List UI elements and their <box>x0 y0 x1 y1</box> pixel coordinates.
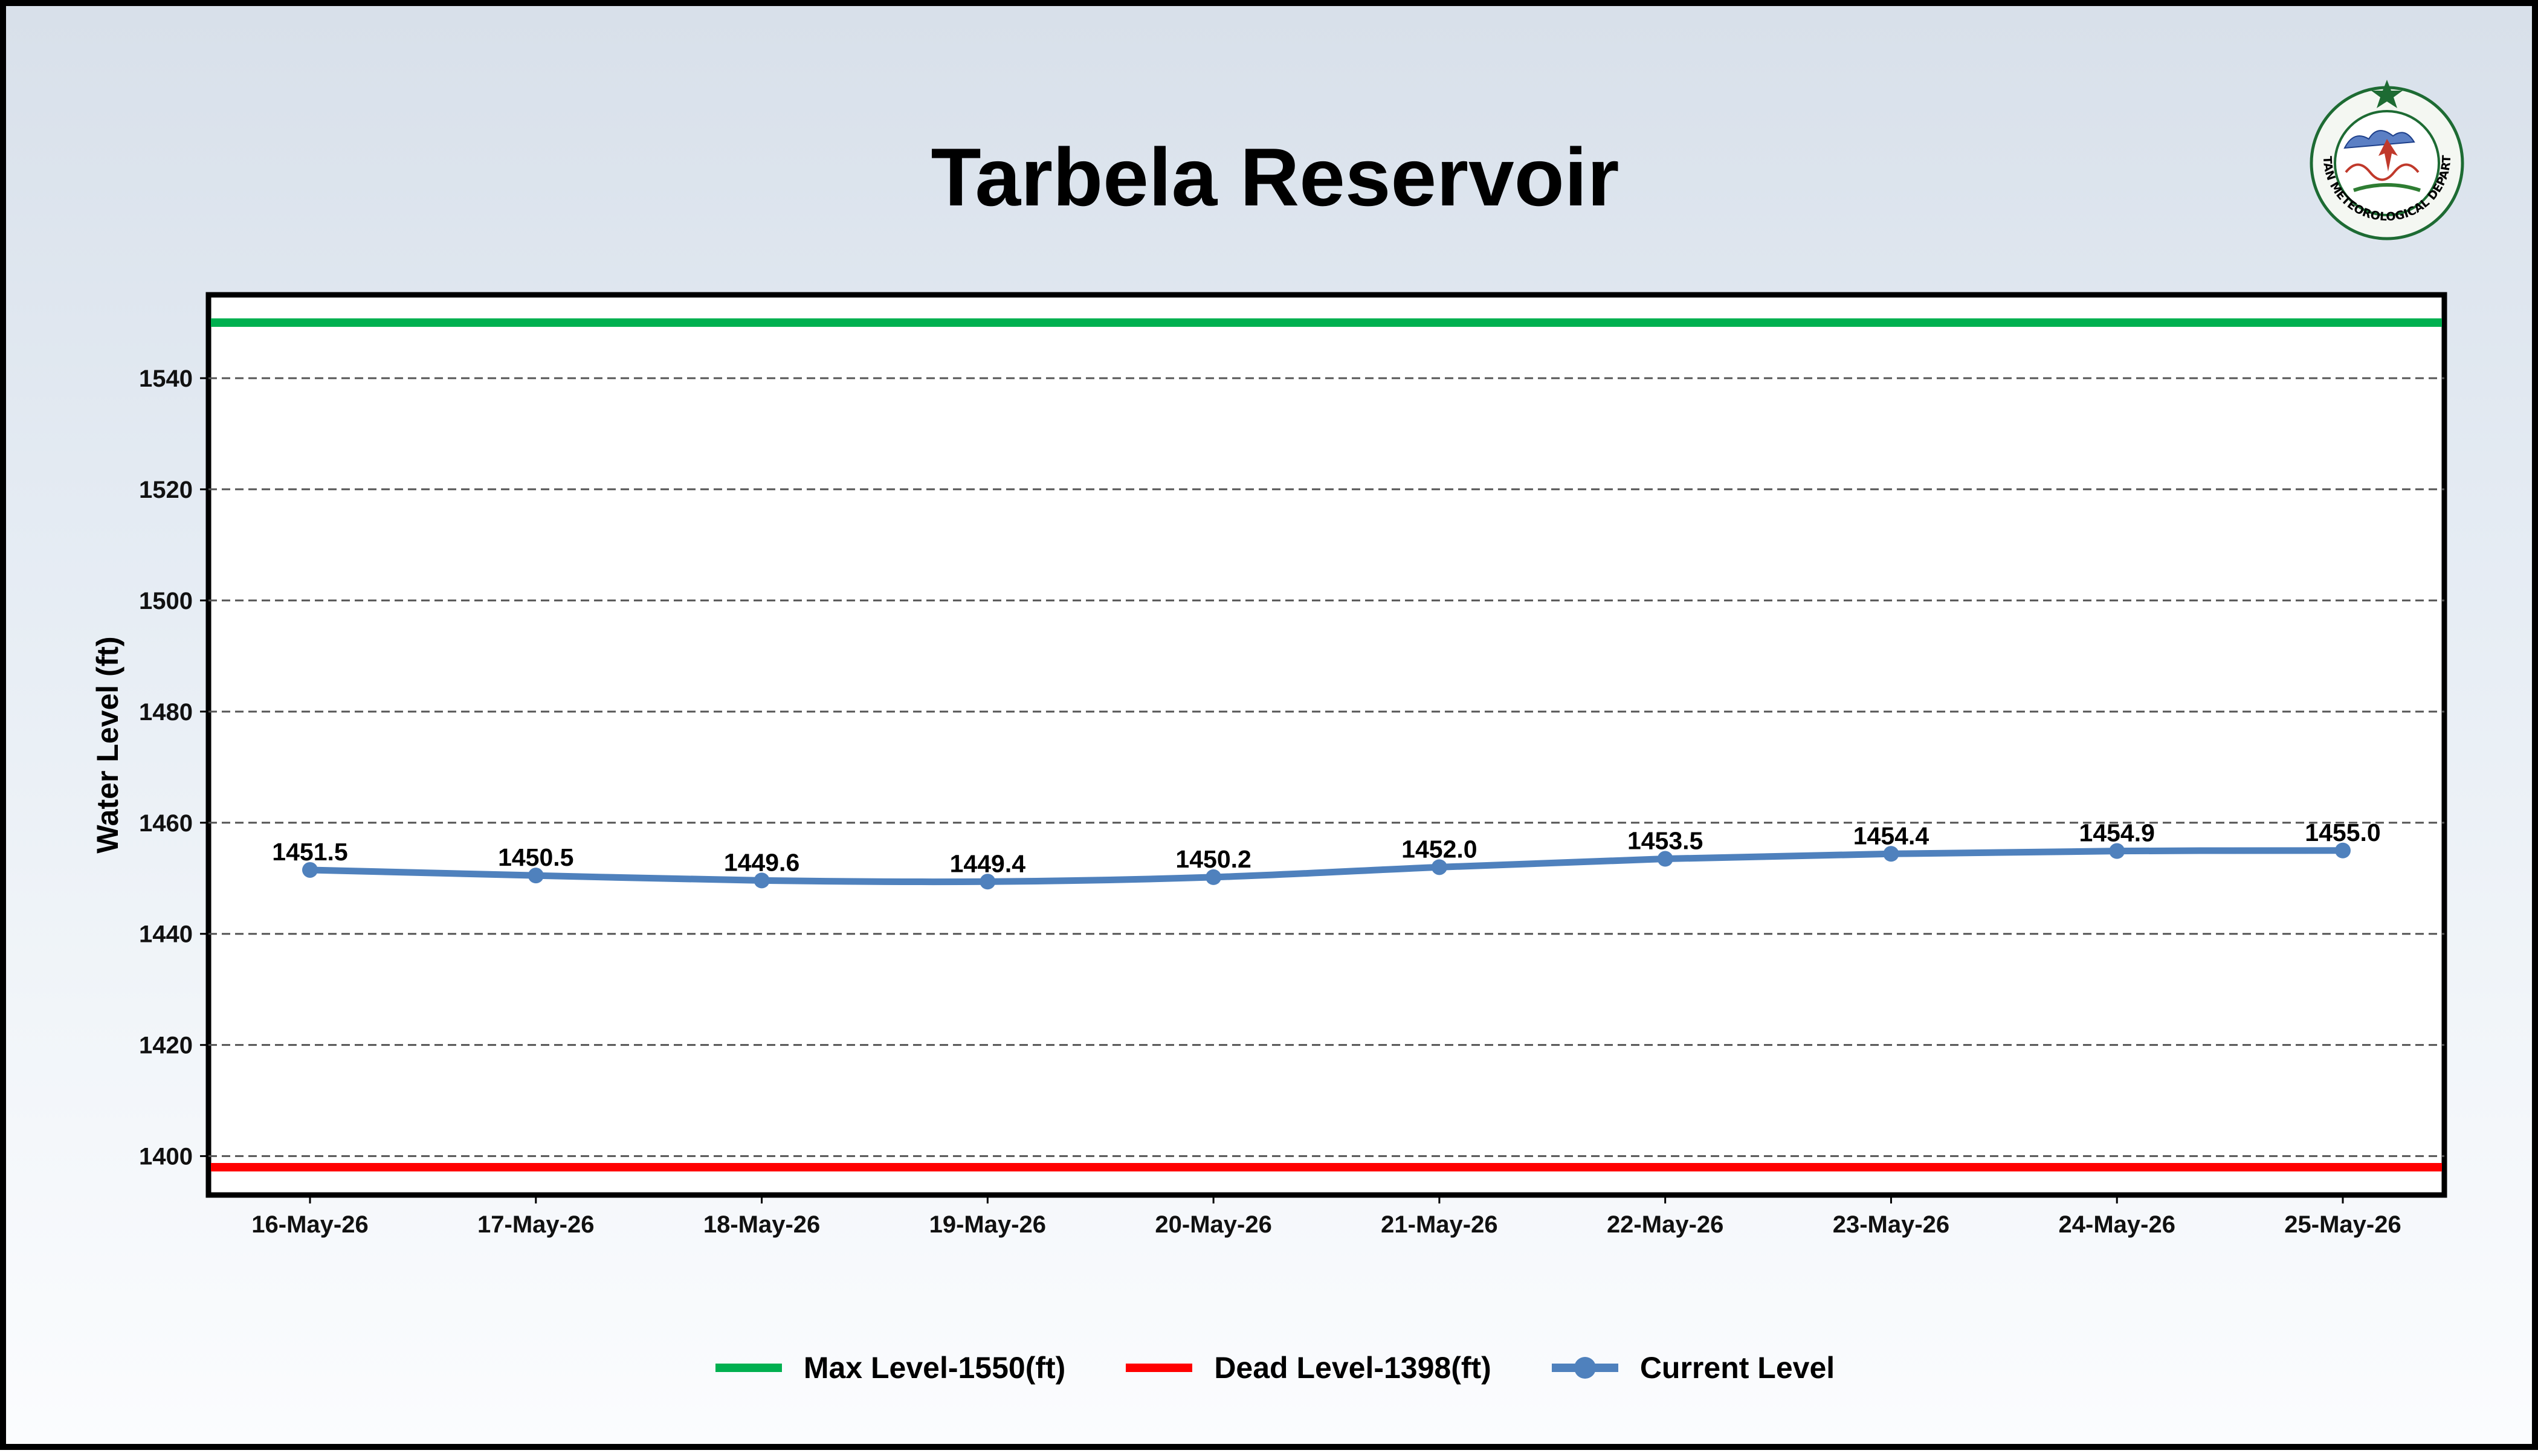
y-axis-ticks: 1400 1420 1440 1460 1480 1500 1520 1540 <box>139 366 208 1170</box>
y-tick-label-1540: 1540 <box>139 366 193 392</box>
series-line-current-level <box>306 847 2346 886</box>
data-point <box>2335 842 2351 858</box>
data-point <box>1431 859 1447 875</box>
data-label: 1449.4 <box>950 849 1026 877</box>
y-tick-label-1440: 1440 <box>139 921 193 948</box>
y-tick-label-1400: 1400 <box>139 1144 193 1170</box>
data-label: 1450.2 <box>1175 845 1251 873</box>
legend-swatch-max-level <box>715 1364 782 1372</box>
x-axis-ticks: 16-May-26 17-May-26 18-May-26 19-May-26 20-M… <box>251 1195 2401 1238</box>
x-tick-label: 21-May-26 <box>1381 1211 1497 1238</box>
legend-label-current-level: Current Level <box>1639 1351 1835 1385</box>
y-tick-label-1460: 1460 <box>139 810 193 837</box>
x-tick-label: 22-May-26 <box>1607 1211 1723 1238</box>
data-point <box>1657 851 1673 867</box>
x-tick-label: 19-May-26 <box>929 1211 1046 1238</box>
y-tick-label-1420: 1420 <box>139 1032 193 1059</box>
data-point <box>302 862 318 878</box>
data-label: 1449.6 <box>724 848 799 876</box>
legend-marker-current-level <box>1574 1357 1596 1379</box>
y-tick-label-1500: 1500 <box>139 588 193 614</box>
reference-lines <box>211 318 2442 1172</box>
legend-swatch-dead-level <box>1126 1364 1193 1372</box>
grid-lines <box>208 377 2444 1158</box>
chart-title: Tarbela Reservoir <box>931 131 1619 223</box>
data-label: 1452.0 <box>1401 835 1477 863</box>
data-point <box>1206 869 1222 885</box>
y-axis-label: Water Level (ft) <box>91 636 124 853</box>
data-label: 1454.9 <box>2079 819 2155 847</box>
legend-item-dead-level: Dead Level-1398(ft) <box>1126 1350 1491 1385</box>
data-point <box>980 874 996 890</box>
x-tick-label: 16-May-26 <box>251 1211 368 1238</box>
data-point <box>1883 846 1899 862</box>
x-tick-label: 23-May-26 <box>1833 1211 1949 1238</box>
legend-label-dead-level: Dead Level-1398(ft) <box>1214 1351 1491 1385</box>
data-label: 1455.0 <box>2305 819 2380 846</box>
legend-item-max-level: Max Level-1550(ft) <box>715 1350 1066 1385</box>
data-point <box>528 868 544 884</box>
legend-swatch-current-level <box>1551 1357 1618 1379</box>
data-label: 1451.5 <box>272 838 347 866</box>
x-tick-label: 18-May-26 <box>703 1211 820 1238</box>
x-tick-label: 17-May-26 <box>477 1211 594 1238</box>
y-tick-label-1520: 1520 <box>139 477 193 503</box>
plot-area <box>205 292 2447 1198</box>
y-tick-label-1480: 1480 <box>139 699 193 726</box>
series-current-level <box>302 842 2351 890</box>
data-label: 1450.5 <box>498 843 573 871</box>
data-labels: 1451.5 1450.5 1449.6 1449.4 1450.2 1452.0 1453… <box>272 819 2380 878</box>
x-tick-label: 20-May-26 <box>1155 1211 1271 1238</box>
legend-item-current-level: Current Level <box>1551 1350 1835 1385</box>
legend-label-max-level: Max Level-1550(ft) <box>803 1351 1066 1385</box>
data-label: 1453.5 <box>1627 827 1703 855</box>
data-point <box>754 872 770 889</box>
x-tick-label: 25-May-26 <box>2284 1211 2401 1238</box>
legend: Max Level-1550(ft) Dead Level-1398(ft) C… <box>6 1350 2538 1385</box>
chart-area: 1451.5 1450.5 1449.6 1449.4 1450.2 1452.0 1453… <box>91 292 2447 1238</box>
pmd-logo: PAKISTAN METEOROLOGICAL DEPARTMENT <box>2296 66 2464 240</box>
x-tick-label: 24-May-26 <box>2059 1211 2175 1238</box>
data-label: 1454.4 <box>1853 822 1929 849</box>
data-point <box>2109 843 2125 859</box>
